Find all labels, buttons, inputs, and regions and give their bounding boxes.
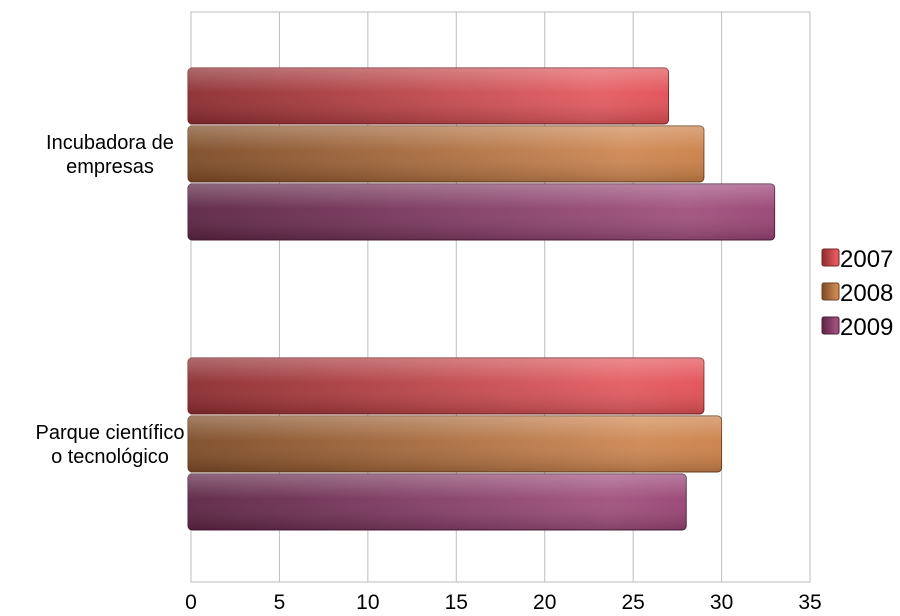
bar bbox=[187, 357, 705, 415]
legend: 2007 2008 2009 bbox=[821, 246, 893, 341]
legend-swatch bbox=[821, 282, 840, 301]
x-tick-label: 15 bbox=[445, 591, 468, 614]
bar bbox=[187, 415, 723, 473]
legend-swatch bbox=[821, 316, 840, 335]
x-tick-label: 20 bbox=[533, 591, 556, 614]
bar bbox=[187, 125, 705, 183]
x-tick-label: 25 bbox=[621, 591, 644, 614]
category-label: Incubadora de bbox=[46, 132, 174, 154]
category-label: o tecnológico bbox=[51, 446, 169, 468]
legend-label: 2008 bbox=[840, 280, 893, 307]
bars bbox=[187, 67, 776, 531]
legend-swatch bbox=[821, 248, 840, 267]
x-tick-label: 5 bbox=[274, 591, 286, 614]
category-label: empresas bbox=[66, 156, 154, 178]
x-tick-label: 0 bbox=[185, 591, 197, 614]
legend-label: 2007 bbox=[840, 246, 893, 273]
x-tick-label: 10 bbox=[356, 591, 379, 614]
category-label: Parque científico bbox=[36, 422, 185, 444]
bar bbox=[187, 473, 687, 531]
x-axis-tick-labels: 0 5 10 15 20 25 30 35 bbox=[185, 591, 822, 614]
x-tick-label: 35 bbox=[798, 591, 821, 614]
legend-label: 2009 bbox=[840, 314, 893, 341]
x-tick-label: 30 bbox=[710, 591, 733, 614]
bar bbox=[187, 67, 670, 125]
bar bbox=[187, 183, 776, 241]
